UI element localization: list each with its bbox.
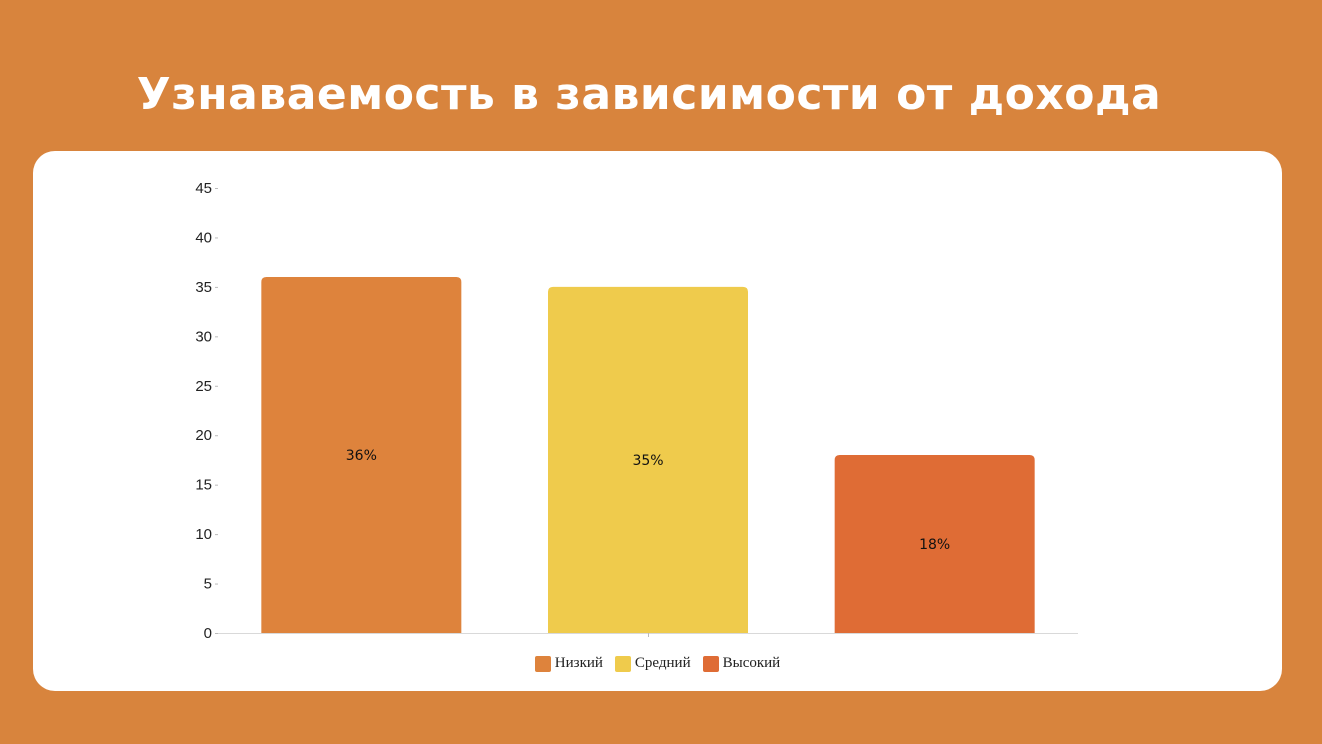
chart-card: 0 5 10 15 20 25 30 35 40 45 36% 35% 18% Низкий Средн…: [33, 151, 1282, 691]
y-tick-label: 45: [195, 180, 212, 197]
y-tick-label: 10: [195, 526, 212, 543]
legend-label-medium: Средний: [634, 655, 691, 671]
y-tick-label: 30: [195, 328, 212, 345]
legend-swatch-high: [702, 655, 719, 672]
bar-2: [834, 455, 1035, 633]
bar-chart: 0 5 10 15 20 25 30 35 40 45 36% 35% 18%: [195, 180, 1078, 642]
y-tick-label: 20: [195, 427, 212, 444]
y-tick-label: 40: [195, 229, 212, 246]
bar-1: [548, 286, 748, 633]
legend-swatch-medium: [614, 655, 631, 672]
legend-item-high: Высокий: [702, 655, 781, 672]
bar-data-label: 36%: [346, 448, 377, 464]
y-tick-label: 25: [195, 378, 212, 395]
legend-swatch-low: [534, 655, 551, 672]
slide-title: Узнаваемость в зависимости от дохода: [136, 69, 1162, 120]
legend-item-low: Низкий: [534, 655, 603, 672]
y-tick-label: 5: [204, 576, 212, 593]
legend-label-high: Высокий: [722, 655, 781, 671]
y-tick-label: 0: [204, 625, 212, 642]
y-tick-label: 15: [195, 477, 212, 494]
legend-label-low: Низкий: [554, 655, 603, 671]
bar-0: [261, 277, 462, 633]
y-tick-label: 35: [195, 279, 212, 296]
legend-item-medium: Средний: [614, 655, 691, 672]
bar-data-label: 35%: [632, 453, 663, 469]
bar-data-label: 18%: [919, 537, 950, 553]
chart-legend: Низкий Средний Высокий: [33, 655, 1282, 672]
